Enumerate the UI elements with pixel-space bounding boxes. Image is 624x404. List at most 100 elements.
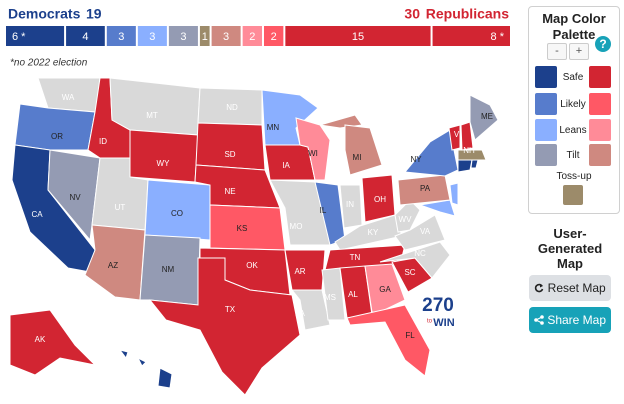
swatch[interactable] xyxy=(535,66,557,88)
state-shape xyxy=(295,117,331,181)
state-shape xyxy=(319,114,363,129)
state-label: GA xyxy=(379,285,391,294)
share-icon xyxy=(534,315,544,325)
state-label: SD xyxy=(224,150,235,159)
state-label: CO xyxy=(171,209,183,218)
palette-panel: Map Color Palette - + ? Safe Likely Lean… xyxy=(528,6,620,214)
state-label: PA xyxy=(420,184,431,193)
state-label: ID xyxy=(99,137,107,146)
state-shape xyxy=(457,149,487,161)
rep-total: 30 xyxy=(404,6,420,22)
bar-segment xyxy=(285,26,431,46)
swatch[interactable] xyxy=(563,185,583,205)
reset-icon xyxy=(535,283,544,293)
bar-segment-label: 8 * xyxy=(491,31,505,43)
state-label: NM xyxy=(162,265,175,274)
state-label: HI xyxy=(151,373,159,382)
state-label: VA xyxy=(420,227,431,236)
bar-segment-label: 2 xyxy=(249,31,255,43)
reset-button[interactable]: Reset Map xyxy=(529,275,611,301)
logo-number: 270 xyxy=(422,295,454,316)
state-shape xyxy=(148,257,301,396)
bar-segment xyxy=(66,26,105,46)
swatch[interactable] xyxy=(535,144,557,166)
bar-segment-label: 2 xyxy=(271,31,277,43)
bar-segment xyxy=(264,26,284,46)
user-map-title: User-Generated Map xyxy=(537,226,603,271)
share-label: Share Map xyxy=(547,313,607,327)
swatch[interactable] xyxy=(589,93,611,115)
logo-word: WIN xyxy=(433,317,454,329)
state-shape xyxy=(469,94,499,141)
state-label: NC xyxy=(414,249,426,258)
state-shape xyxy=(460,121,474,151)
state-label: AZ xyxy=(108,261,118,270)
state-label: NE xyxy=(224,187,235,196)
state-shape xyxy=(470,159,479,169)
state-shape xyxy=(321,267,346,321)
state-shape xyxy=(129,129,199,183)
state-label: IA xyxy=(282,161,290,170)
state-shape xyxy=(9,309,97,376)
state-label: AL xyxy=(348,290,358,299)
state-shape xyxy=(290,289,331,331)
state-label: MS xyxy=(324,293,336,302)
state-label: MN xyxy=(267,123,280,132)
state-shape xyxy=(448,124,461,151)
bar-segment-label: 3 xyxy=(149,31,155,43)
state-label: FL xyxy=(405,331,415,340)
state-shape xyxy=(394,214,446,251)
state-label: WI xyxy=(308,149,318,158)
bar-segment-label: 15 xyxy=(352,31,364,43)
state-shape xyxy=(344,124,383,176)
seat-bar: 6 * 4 3 3 3 1 3 2 2 15 8 * xyxy=(6,26,510,46)
swatch[interactable] xyxy=(535,119,557,141)
bar-segment xyxy=(6,26,65,46)
zoom-plus[interactable]: + xyxy=(569,43,589,60)
bar-segment xyxy=(168,26,198,46)
state-shape xyxy=(118,349,173,389)
state-label: AR xyxy=(294,267,305,276)
bar-segment-label: 3 xyxy=(223,31,229,43)
bar-segment-label: 1 xyxy=(202,31,208,43)
state-label: WV xyxy=(399,215,413,224)
state-label: NV xyxy=(69,193,81,202)
state-label: UT xyxy=(115,203,126,212)
state-shape xyxy=(14,103,96,151)
palette-row: Tilt xyxy=(566,150,580,161)
state-label: LA xyxy=(295,309,305,318)
state-label: TX xyxy=(225,305,236,314)
palette-row: Toss-up xyxy=(556,171,592,182)
state-shape xyxy=(457,159,473,173)
zoom-minus[interactable]: - xyxy=(547,43,567,60)
state-label: CA xyxy=(31,210,43,219)
bar-segment-label: 4 xyxy=(82,31,88,43)
state-label: WY xyxy=(157,159,171,168)
bar-segment xyxy=(242,26,262,46)
help-icon[interactable]: ? xyxy=(595,36,611,52)
state-label: AK xyxy=(35,335,46,344)
state-label: MT xyxy=(146,111,158,120)
state-shape xyxy=(195,122,266,171)
swatch[interactable] xyxy=(589,144,611,166)
palette-row: Safe xyxy=(562,72,584,83)
bar-segment xyxy=(106,26,136,46)
bar-segment-label: 3 xyxy=(180,31,186,43)
palette-title: Map Color Palette xyxy=(542,11,606,42)
swatch[interactable] xyxy=(589,119,611,141)
bar-segment xyxy=(432,26,510,46)
rep-label: Republicans xyxy=(426,6,509,22)
us-map: WA OR CA NV ID MT WY UT AZ CO NM ND SD NE KS OK TX MN IA WI… xyxy=(9,77,499,396)
state-shape xyxy=(419,199,456,217)
state-label: MO xyxy=(290,222,303,231)
swatch[interactable] xyxy=(535,93,557,115)
state-label: SC xyxy=(404,268,415,277)
dem-label: Democrats xyxy=(8,6,81,22)
state-shape xyxy=(47,149,101,242)
state-label: ME xyxy=(481,112,493,121)
swatch[interactable] xyxy=(589,66,611,88)
share-button[interactable]: Share Map xyxy=(529,307,611,333)
state-label: KY xyxy=(368,228,379,237)
state-label: KS xyxy=(237,224,248,233)
